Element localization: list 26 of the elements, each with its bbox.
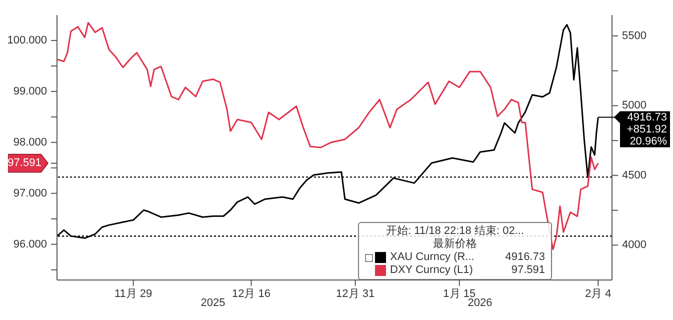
y2-tick-label: 4500 [622, 169, 646, 182]
legend-label: XAU Curncy (R... [390, 251, 476, 264]
data-label: 4916.73 [627, 111, 667, 124]
y-tick-label: 97.591 [8, 157, 42, 170]
annotation: 开始: 11/18 22:18 结束: 02... [385, 225, 525, 238]
y2-tick-label: 5500 [622, 30, 646, 42]
x-tick-label: 11月 29 [114, 288, 152, 300]
x-tick-label: 12月 31 [336, 288, 375, 300]
text: 2025 [200, 297, 226, 309]
value-tag: 4916.73 +851.92 20.96% [614, 111, 670, 148]
text: 2026 [468, 297, 492, 309]
y-tick-label: 100.000 [7, 34, 47, 46]
y2-tick-label: 4000 [622, 239, 646, 252]
legend-title: 最新价格 [432, 238, 478, 251]
x-tick-label: 1月 15 [443, 288, 476, 300]
annotation: 4916.73 [505, 251, 545, 264]
x-tick-label: 12月 16 [232, 288, 271, 300]
annotation: 97.591 [511, 264, 545, 277]
y-tick-label: 99.000 [13, 85, 47, 98]
y2-tick-label: 5000 [622, 100, 646, 112]
value-tag: 97.591 [8, 154, 48, 173]
legend-label: DXY Curncy (L1) [390, 264, 474, 277]
x-tick-label: 2月 4 [584, 288, 612, 300]
y-tick-label: 97.000 [13, 187, 47, 200]
y-tick-label: 96.000 [13, 238, 47, 250]
y-tick-label: 98.000 [13, 136, 47, 148]
